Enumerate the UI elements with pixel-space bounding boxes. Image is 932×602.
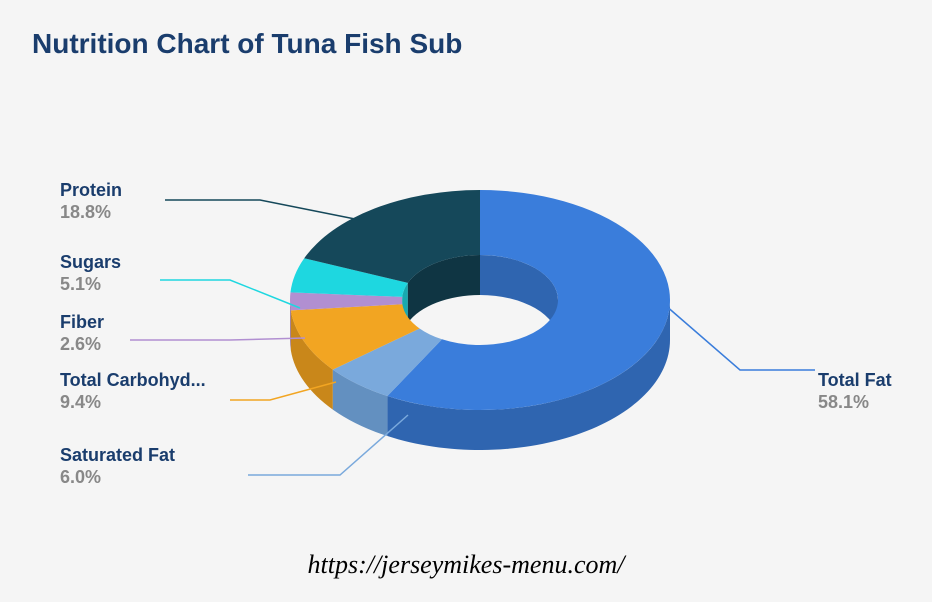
label-fiber: Fiber2.6% xyxy=(60,312,104,355)
label-name-protein: Protein xyxy=(60,180,122,202)
leader-sugars xyxy=(160,280,300,308)
label-value-total_carb: 9.4% xyxy=(60,392,206,414)
label-value-fiber: 2.6% xyxy=(60,334,104,356)
label-name-saturated_fat: Saturated Fat xyxy=(60,445,175,467)
label-value-saturated_fat: 6.0% xyxy=(60,467,175,489)
donut-chart: Total Fat58.1% Saturated Fat6.0% Total Car… xyxy=(0,80,932,520)
chart-title: Nutrition Chart of Tuna Fish Sub xyxy=(32,28,462,60)
label-protein: Protein18.8% xyxy=(60,180,122,223)
leader-total_fat xyxy=(665,305,815,370)
label-total_carb: Total Carbohyd...9.4% xyxy=(60,370,206,413)
source-url: https://jerseymikes-menu.com/ xyxy=(0,550,932,580)
label-value-sugars: 5.1% xyxy=(60,274,121,296)
leader-fiber xyxy=(130,338,305,340)
label-name-fiber: Fiber xyxy=(60,312,104,334)
leader-protein xyxy=(165,200,360,220)
label-name-total_carb: Total Carbohyd... xyxy=(60,370,206,392)
label-name-total_fat: Total Fat xyxy=(818,370,892,392)
label-value-protein: 18.8% xyxy=(60,202,122,224)
label-sugars: Sugars5.1% xyxy=(60,252,121,295)
label-value-total_fat: 58.1% xyxy=(818,392,892,414)
label-name-sugars: Sugars xyxy=(60,252,121,274)
label-total_fat: Total Fat58.1% xyxy=(818,370,892,413)
label-saturated_fat: Saturated Fat6.0% xyxy=(60,445,175,488)
